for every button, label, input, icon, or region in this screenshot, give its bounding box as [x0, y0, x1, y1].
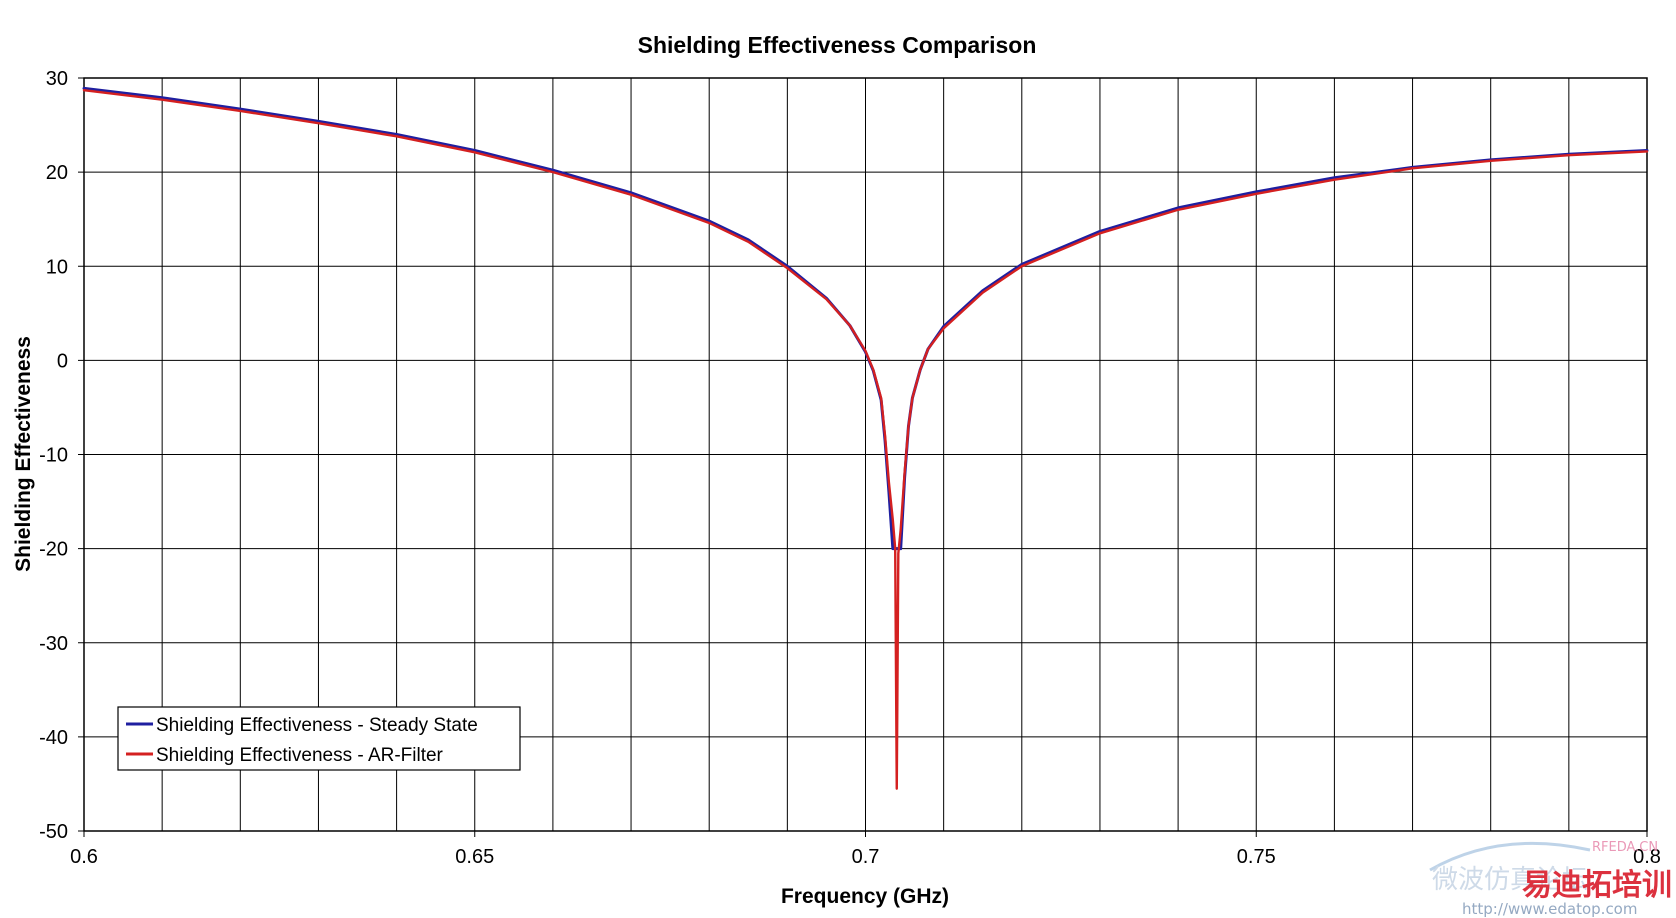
- x-tick-label: 0.7: [852, 846, 880, 868]
- grid: [84, 78, 1647, 831]
- y-tick-label: 0: [57, 350, 68, 372]
- y-tick-label: -10: [39, 445, 68, 467]
- legend: Shielding Effectiveness - Steady State S…: [117, 706, 521, 771]
- y-tick-label: 30: [46, 68, 68, 90]
- y-tick-label: -40: [39, 727, 68, 749]
- watermark-brand: RFEDA.CN: [1592, 840, 1658, 855]
- y-tick-label: -50: [39, 821, 68, 843]
- chart-title: Shielding Effectiveness Comparison: [638, 32, 1037, 58]
- watermark-swoosh: [1429, 841, 1591, 872]
- y-tick-label: 10: [46, 256, 68, 278]
- series-lines: [82, 86, 1649, 790]
- watermark-forum-text: 微波仿真论坛: [1432, 865, 1588, 895]
- watermark-url: http://www.edatop.com: [1462, 900, 1637, 918]
- y-tick-label: -30: [39, 633, 68, 655]
- x-tick-label: 0.8: [1633, 846, 1661, 868]
- series-line-steady-state: [82, 86, 1649, 551]
- legend-label-ar-filter: Shielding Effectiveness - AR-Filter: [156, 745, 444, 766]
- watermark-site: 易迪拓培训: [1522, 868, 1672, 903]
- series-line-ar-filter: [82, 89, 1649, 790]
- y-axis-ticks: 30 20 10 0 -10 -20 -30 -40 -50: [39, 68, 84, 843]
- x-tick-label: 0.75: [1237, 846, 1276, 868]
- x-tick-label: 0.65: [455, 846, 494, 868]
- legend-label-steady-state: Shielding Effectiveness - Steady State: [156, 715, 478, 736]
- y-axis-title: Shielding Effectiveness: [12, 336, 35, 572]
- x-tick-label: 0.6: [70, 846, 98, 868]
- x-axis-title: Frequency (GHz): [781, 885, 949, 908]
- y-tick-label: -20: [39, 539, 68, 561]
- y-tick-label: 20: [46, 162, 68, 184]
- x-axis-ticks: 0.6 0.65 0.7 0.75 0.8: [70, 831, 1661, 868]
- legend-box: [117, 706, 521, 771]
- watermark: RFEDA.CN 微波仿真论坛 易迪拓培训 http://www.edatop.…: [1429, 840, 1672, 918]
